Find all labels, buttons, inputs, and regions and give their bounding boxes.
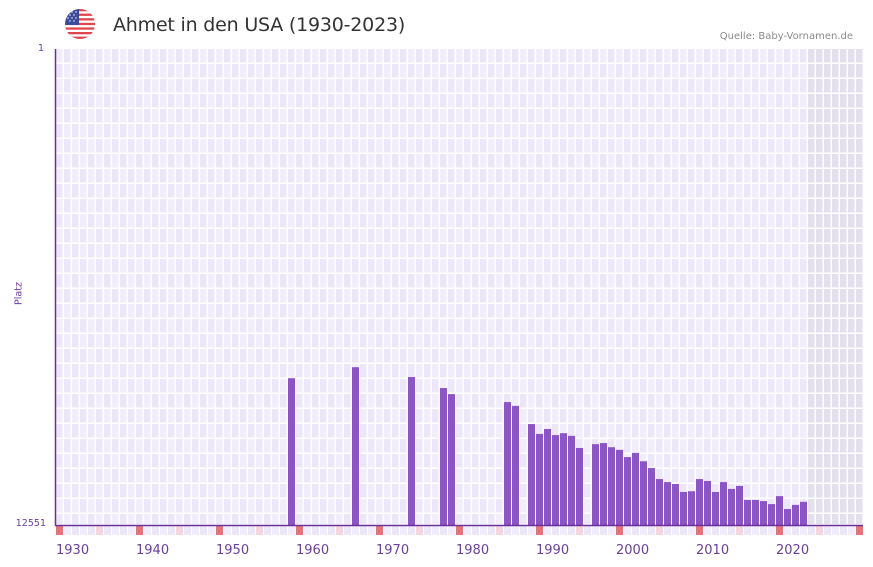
bar-2021 <box>792 504 799 525</box>
usa-flag-icon <box>65 9 95 39</box>
bar-2006 <box>672 483 679 525</box>
x-tick-1960: 1960 <box>296 543 330 558</box>
bar-2015 <box>744 499 751 525</box>
bar-1996 <box>592 444 599 525</box>
y-tick-bottom: 12551 <box>15 518 46 529</box>
x-tick-1990: 1990 <box>536 543 570 558</box>
bar-1958 <box>288 378 295 525</box>
x-tick-1950: 1950 <box>216 543 250 558</box>
bar-1966 <box>352 367 359 525</box>
bar-2022 <box>800 501 807 525</box>
bar-1986 <box>512 405 519 525</box>
bar-1989 <box>536 433 543 525</box>
bar-1977 <box>440 388 447 525</box>
x-tick-1940: 1940 <box>136 543 170 558</box>
bar-1997 <box>600 443 607 525</box>
bar-2020 <box>784 509 791 525</box>
bar-1988 <box>528 424 535 525</box>
bar-1973 <box>408 377 415 525</box>
bar-2005 <box>664 482 671 525</box>
bar-2010 <box>704 480 711 525</box>
x-tick-1970: 1970 <box>376 543 410 558</box>
bar-1999 <box>616 449 623 525</box>
x-tick-1930: 1930 <box>56 543 90 558</box>
bar-1992 <box>560 433 567 525</box>
bar-2012 <box>720 482 727 525</box>
bar-2002 <box>640 461 647 525</box>
x-tick-2000: 2000 <box>616 543 650 558</box>
bar-2000 <box>624 457 631 525</box>
bar-2001 <box>632 452 639 525</box>
bar-2008 <box>688 491 695 525</box>
bar-1978 <box>448 394 455 525</box>
x-tick-2020: 2020 <box>776 543 810 558</box>
source-credit: Quelle: Baby-Vornamen.de <box>719 31 853 42</box>
bar-2017 <box>760 501 767 525</box>
bar-2004 <box>656 479 663 525</box>
chart-title: Ahmet in den USA (1930-2023) <box>113 14 406 36</box>
bar-1991 <box>552 435 559 525</box>
bar-1985 <box>504 402 511 525</box>
x-tick-1980: 1980 <box>456 543 490 558</box>
bar-1993 <box>568 435 575 525</box>
axis-lines <box>54 49 863 527</box>
bar-2011 <box>712 491 719 525</box>
bar-2016 <box>752 499 759 525</box>
y-tick-top: 1 <box>37 43 44 54</box>
bar-2007 <box>680 491 687 525</box>
bar-1994 <box>576 447 583 525</box>
bar-2003 <box>648 468 655 525</box>
bar-1998 <box>608 447 615 525</box>
bar-2018 <box>768 504 775 525</box>
bar-2009 <box>696 479 703 525</box>
x-tick-2010: 2010 <box>696 543 730 558</box>
bar-2019 <box>776 496 783 525</box>
bar-2014 <box>736 485 743 525</box>
bar-1990 <box>544 429 551 525</box>
bar-2013 <box>728 488 735 525</box>
